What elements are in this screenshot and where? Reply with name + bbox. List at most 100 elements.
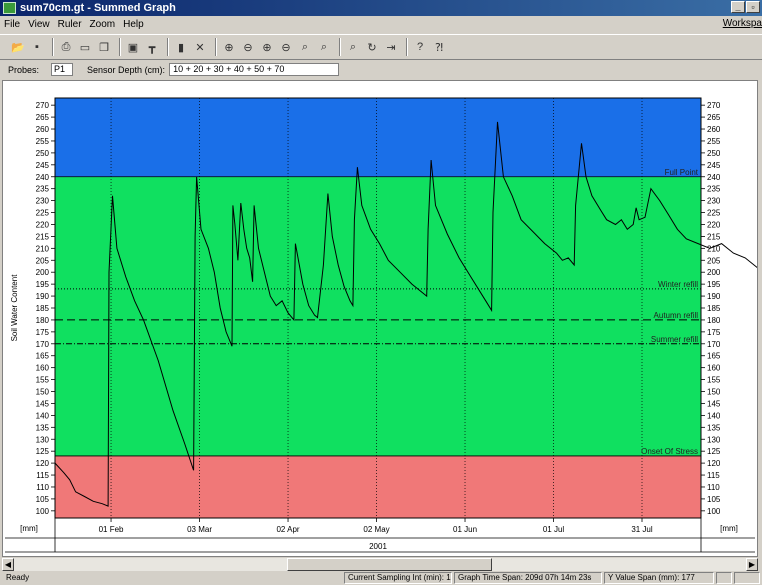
y-tick-label-left: 225 [36,209,50,218]
probe-icon[interactable]: ▮ [177,41,185,54]
y-tick-label-right: 125 [707,447,721,456]
y-tick-label-left: 140 [36,411,50,420]
y-tick-label-right: 150 [707,388,721,397]
y-tick-label-left: 150 [36,388,50,397]
series-line[interactable] [54,121,757,507]
y-tick-label-left: 245 [36,161,50,170]
help-icon[interactable]: ? [416,41,424,53]
y-tick-label-left: 260 [36,125,50,134]
summed-graph-chart[interactable]: Full Point Winter refill Autumn refill Summ… [3,81,757,556]
x-tick-label: 02 May [363,525,389,534]
reference-label: Winter refill [658,280,698,289]
y-tick-label-right: 220 [707,220,721,229]
clear-icon[interactable]: ✕ [195,41,205,54]
title-bar: sum70cm.gt - Summed Graph _ ▫ [0,0,762,16]
zone-band-0 [55,98,701,177]
copy-icon[interactable]: ❐ [99,41,109,54]
y-tick-label-right: 180 [707,316,721,325]
y-tick-label-left: 240 [36,173,50,182]
print-preview-icon[interactable]: ▭ [79,41,91,54]
scroll-left-icon[interactable]: ◀ [2,558,14,571]
graph-pane[interactable]: Full Point Winter refill Autumn refill Summ… [2,80,758,557]
restore-button[interactable]: ▫ [746,1,760,13]
y-tick-label-right: 230 [707,197,721,206]
x-tick-label: 02 Apr [276,525,299,534]
scroll-right-icon[interactable]: ▶ [746,558,758,571]
y-tick-label-left: 180 [36,316,50,325]
menu-workspace[interactable]: Workspa [722,18,762,29]
y-tick-label-left: 120 [36,459,50,468]
y-tick-label-right: 250 [707,149,721,158]
y-tick-label-left: 135 [36,423,50,432]
x-tick-label: 31 Jul [631,525,653,534]
y-tick-label-right: 175 [707,328,721,337]
scroll-thumb[interactable] [287,558,492,571]
menu-view[interactable]: View [28,19,50,30]
menu-zoom[interactable]: Zoom [89,19,116,30]
status-indicator-icon [716,572,732,584]
y-tick-label-left: 130 [36,435,50,444]
zoom-window-icon[interactable]: ⌕ [349,40,357,53]
y-tick-label-left: 165 [36,352,50,361]
unit-label-right: [mm] [720,524,738,533]
menu-help[interactable]: Help [123,19,144,30]
y-tick-label-left: 200 [36,268,50,277]
zoom-prev-icon[interactable]: ⌕ [320,40,328,53]
sensor-depth-field[interactable]: 10 + 20 + 30 + 40 + 50 + 70 [169,63,340,76]
x-tick-label: 03 Mar [187,525,212,534]
horizontal-scrollbar[interactable]: ◀ ▶ [2,558,758,571]
menu-file[interactable]: File [4,19,21,30]
y-axis-label: Soil Water Content [10,274,19,342]
y-tick-label-left: 175 [36,328,50,337]
status-ready: Ready [6,573,30,582]
y-tick-label-right: 135 [707,423,721,432]
y-tick-label-right: 120 [707,459,721,468]
ruler-icon[interactable]: ┳ [148,41,156,54]
status-timespan: Graph Time Span: 209d 07h 14m 23s [454,572,602,584]
reference-label: Onset Of Stress [641,447,698,456]
y-tick-label-right: 215 [707,232,721,241]
y-tick-label-left: 265 [36,113,50,122]
refresh-icon[interactable]: ↻ [367,41,377,54]
next-icon[interactable]: ⇥ [386,41,396,54]
menu-bar: File View Ruler Zoom Help Workspa [0,16,762,33]
export-icon[interactable]: ▣ [127,41,139,54]
zoom-y-out-icon[interactable]: ⊖ [281,41,291,54]
y-tick-label-right: 210 [707,244,721,253]
y-tick-label-right: 240 [707,173,721,182]
y-tick-label-left: 105 [36,495,50,504]
y-tick-label-right: 200 [707,268,721,277]
probe-select[interactable]: P1 [51,63,74,76]
save-icon[interactable]: ▪ [35,41,39,53]
y-tick-label-right: 160 [707,364,721,373]
zoom-y-in-icon[interactable]: ⊕ [262,41,272,54]
minimize-button[interactable]: _ [731,1,745,13]
y-tick-label-left: 205 [36,256,50,265]
y-tick-label-left: 255 [36,137,50,146]
app-icon [3,2,16,14]
zoom-x-out-icon[interactable]: ⊖ [243,41,253,54]
y-tick-label-left: 160 [36,364,50,373]
y-tick-label-left: 190 [36,292,50,301]
zone-band-2 [55,455,701,518]
y-tick-label-right: 205 [707,256,721,265]
y-tick-label-left: 215 [36,232,50,241]
status-bar: Ready Current Sampling Int (min): 10 Gra… [0,572,762,585]
open-icon[interactable]: 📂 [11,41,25,54]
y-tick-label-left: 195 [36,280,50,289]
y-tick-label-right: 190 [707,292,721,301]
reference-label: Full Point [665,168,699,177]
context-help-icon[interactable]: ⁈ [434,41,444,54]
reference-label: Summer refill [651,335,698,344]
status-yspan: Y Value Span (mm): 177 [604,572,714,584]
zoom-x-in-icon[interactable]: ⊕ [224,41,234,54]
y-tick-label-right: 255 [707,137,721,146]
print-icon[interactable]: ⎙ [61,40,71,53]
x-tick-label: 01 Jun [453,525,477,534]
zoom-all-icon[interactable]: ⌕ [301,40,309,53]
y-tick-label-right: 185 [707,304,721,313]
y-tick-label-left: 230 [36,197,50,206]
menu-ruler[interactable]: Ruler [57,19,82,30]
window-title: sum70cm.gt - Summed Graph [20,2,176,14]
y-tick-label-left: 220 [36,220,50,229]
